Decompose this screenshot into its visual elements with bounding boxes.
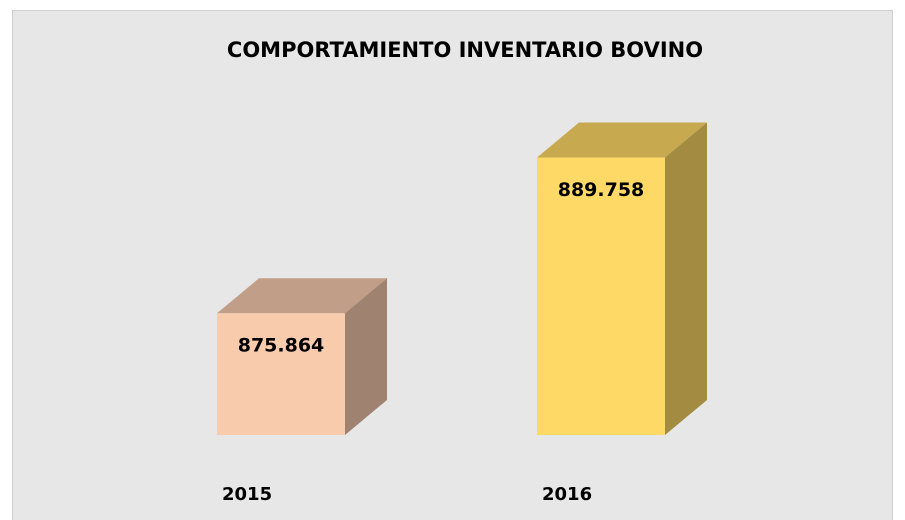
data-label: 889.758: [558, 179, 645, 201]
bar: [537, 157, 665, 435]
chart-title: COMPORTAMIENTO INVENTARIO BOVINO: [227, 38, 703, 62]
chart-area: [12, 10, 893, 520]
bar-side: [665, 122, 707, 435]
x-tick-label: 2015: [222, 484, 272, 505]
bar: [217, 313, 345, 435]
bar-top: [217, 278, 387, 314]
x-tick-label: 2016: [542, 484, 592, 505]
data-label: 875.864: [238, 335, 325, 357]
bar-top: [537, 122, 707, 158]
bar-side: [345, 278, 387, 435]
